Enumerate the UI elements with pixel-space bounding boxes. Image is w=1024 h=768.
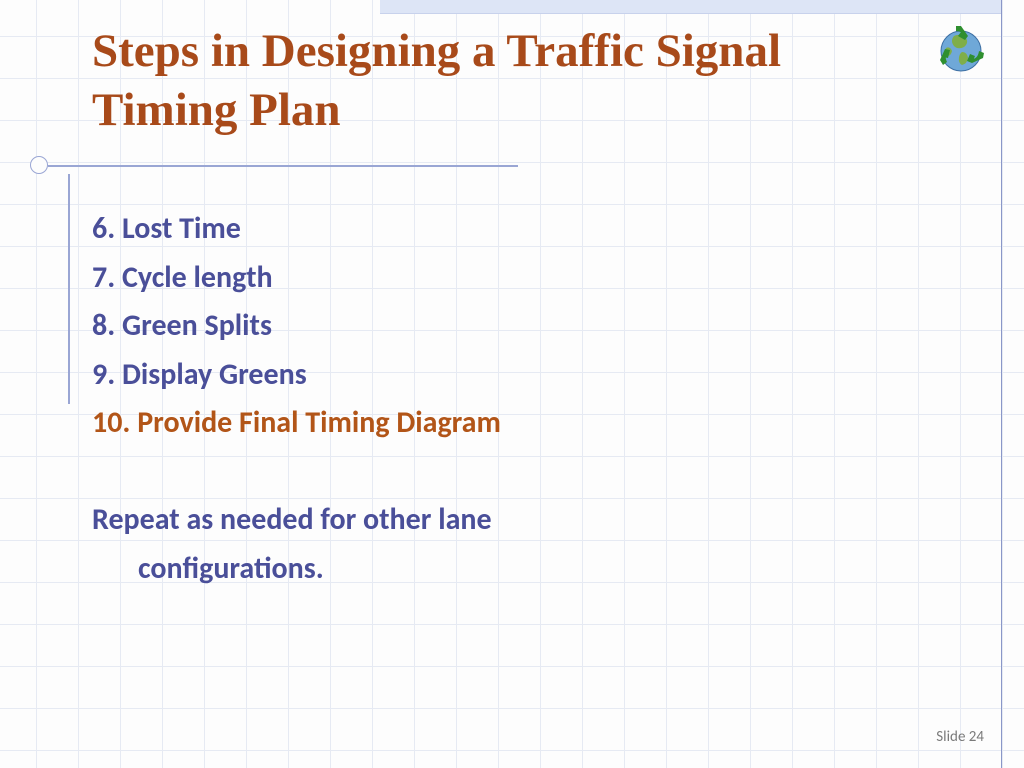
slide-body: 6. Lost Time 7. Cycle length 8. Green Sp… (92, 205, 912, 593)
list-item: 9. Display Greens (92, 351, 912, 400)
repeat-note-line2: configurations. (92, 545, 912, 594)
repeat-note-line1: Repeat as needed for other lane (92, 496, 912, 545)
notebook-ring (30, 156, 48, 174)
notebook-horizontal-line (48, 165, 518, 167)
notebook-vertical-line (68, 174, 70, 404)
right-margin-line (1001, 0, 1002, 768)
list-item-highlight: 10. Provide Final Timing Diagram (92, 399, 912, 448)
list-item: 7. Cycle length (92, 254, 912, 303)
blank-line (92, 448, 912, 496)
top-accent-bar (380, 0, 1002, 14)
recycle-globe-icon (928, 18, 994, 84)
slide-title: Steps in Designing a Traffic Signal Timi… (92, 22, 872, 140)
list-item: 6. Lost Time (92, 205, 912, 254)
list-item: 8. Green Splits (92, 302, 912, 351)
slide-number: Slide 24 (936, 728, 984, 746)
